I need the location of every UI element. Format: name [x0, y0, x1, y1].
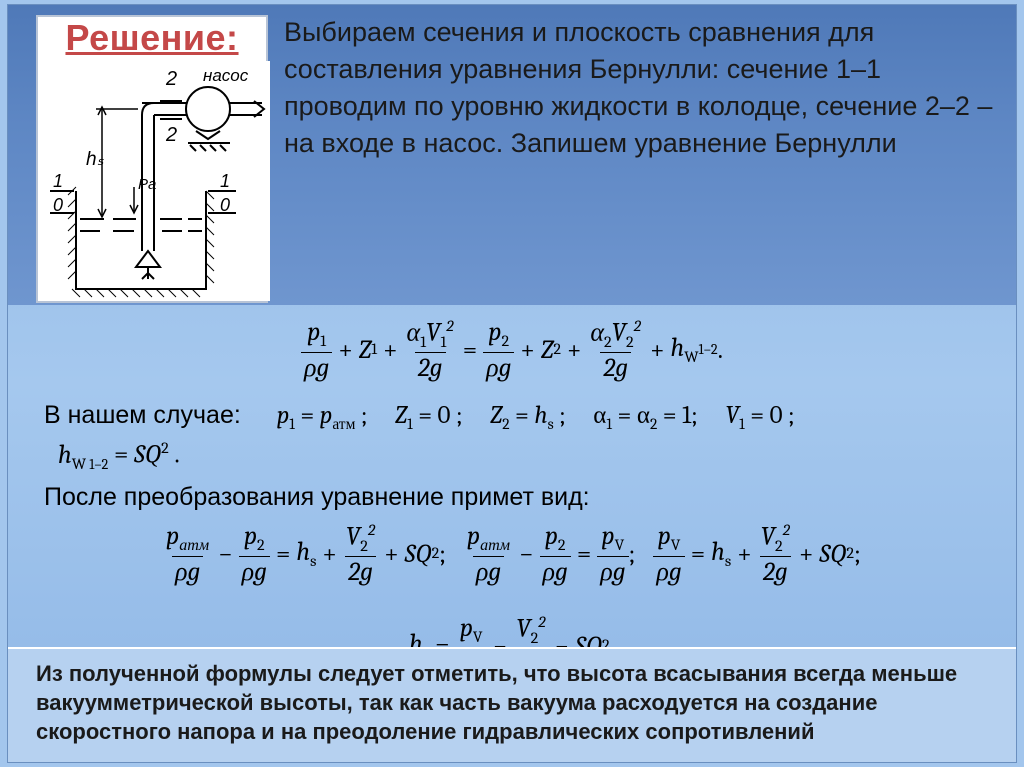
diag-label-2-top: 2: [165, 68, 177, 90]
case-conditions: В нашем случае: p1 = pатм ; Z1 = 0 ; Z2 …: [44, 401, 980, 434]
transformed-equations: pатмρg − p2ρg =hs+ V222g +SQ2 ; pатмρg −…: [44, 521, 980, 587]
diag-pump-label: насос: [203, 66, 249, 85]
conclusion-text: Из полученной формулы следует отметить, …: [8, 647, 1016, 762]
svg-text:1: 1: [53, 171, 63, 191]
hw-condition: hW 1–2 = SQ2 .: [58, 439, 980, 474]
diag-hs-label: hₛ: [86, 149, 105, 170]
diag-label-2-bot: 2: [165, 124, 177, 146]
solution-box: Решение:: [36, 15, 268, 303]
after-transform-text: После преобразования уравнение примет ви…: [44, 483, 980, 512]
intro-text: Выбираем сечения и плоскость сравнения д…: [284, 14, 996, 162]
diag-pa-label: Pa: [138, 176, 156, 193]
slide: Решение:: [7, 4, 1017, 763]
svg-text:1: 1: [220, 171, 230, 191]
solution-title: Решение:: [38, 17, 266, 61]
pump-diagram: 2 2 насос 1 1 0 0 hₛ Pa: [38, 61, 270, 301]
case-label: В нашем случае:: [44, 401, 241, 429]
bernoulli-equation: p1ρg +Z1+ α1V122g = p2ρg +Z2+ α2V222g +h…: [44, 317, 980, 383]
